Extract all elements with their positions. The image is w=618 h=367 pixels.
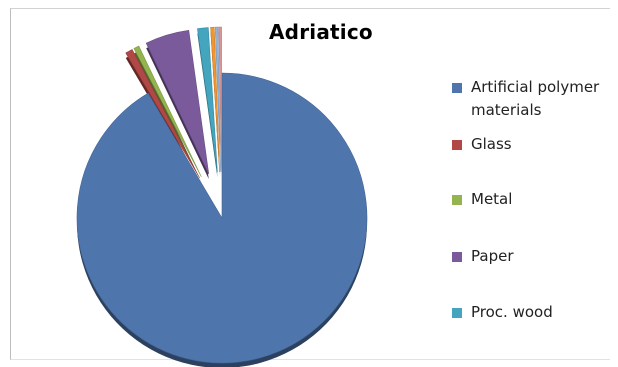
legend-item-metal: Metal — [452, 190, 618, 211]
legend-item-glass: Glass — [452, 135, 618, 156]
slice-minor-1 — [210, 26, 220, 173]
slice-proc-wood — [197, 27, 218, 173]
legend-swatch — [452, 140, 462, 150]
legend-item-artificial-polymer-materials: Artificial polymer materials — [452, 78, 618, 122]
legend-label: Paper — [471, 247, 514, 265]
legend-item-paper: Paper — [452, 247, 618, 268]
slice-paper — [145, 29, 210, 175]
chart-frame — [10, 8, 610, 360]
legend-swatch — [452, 308, 462, 318]
slice-glass — [125, 49, 200, 178]
legend-label: Glass — [471, 135, 512, 153]
legend-item-proc-wood: Proc. wood — [452, 303, 618, 324]
slice-proc-wood-depth — [197, 32, 218, 178]
legend-swatch — [452, 252, 462, 262]
chart-title: Adriatico — [269, 20, 373, 44]
legend-label: Proc. wood — [471, 303, 553, 321]
slice-metal — [133, 45, 202, 178]
slice-artificial-polymer-materials — [76, 72, 368, 364]
legend-label: Metal — [471, 190, 513, 208]
slice-minor-1-depth — [210, 32, 220, 178]
slice-minor-2 — [214, 26, 221, 173]
slice-minor-3 — [218, 26, 222, 173]
legend-swatch — [452, 195, 462, 205]
legend-swatch — [452, 83, 462, 93]
legend-label: Artificial polymer materials — [471, 78, 600, 119]
